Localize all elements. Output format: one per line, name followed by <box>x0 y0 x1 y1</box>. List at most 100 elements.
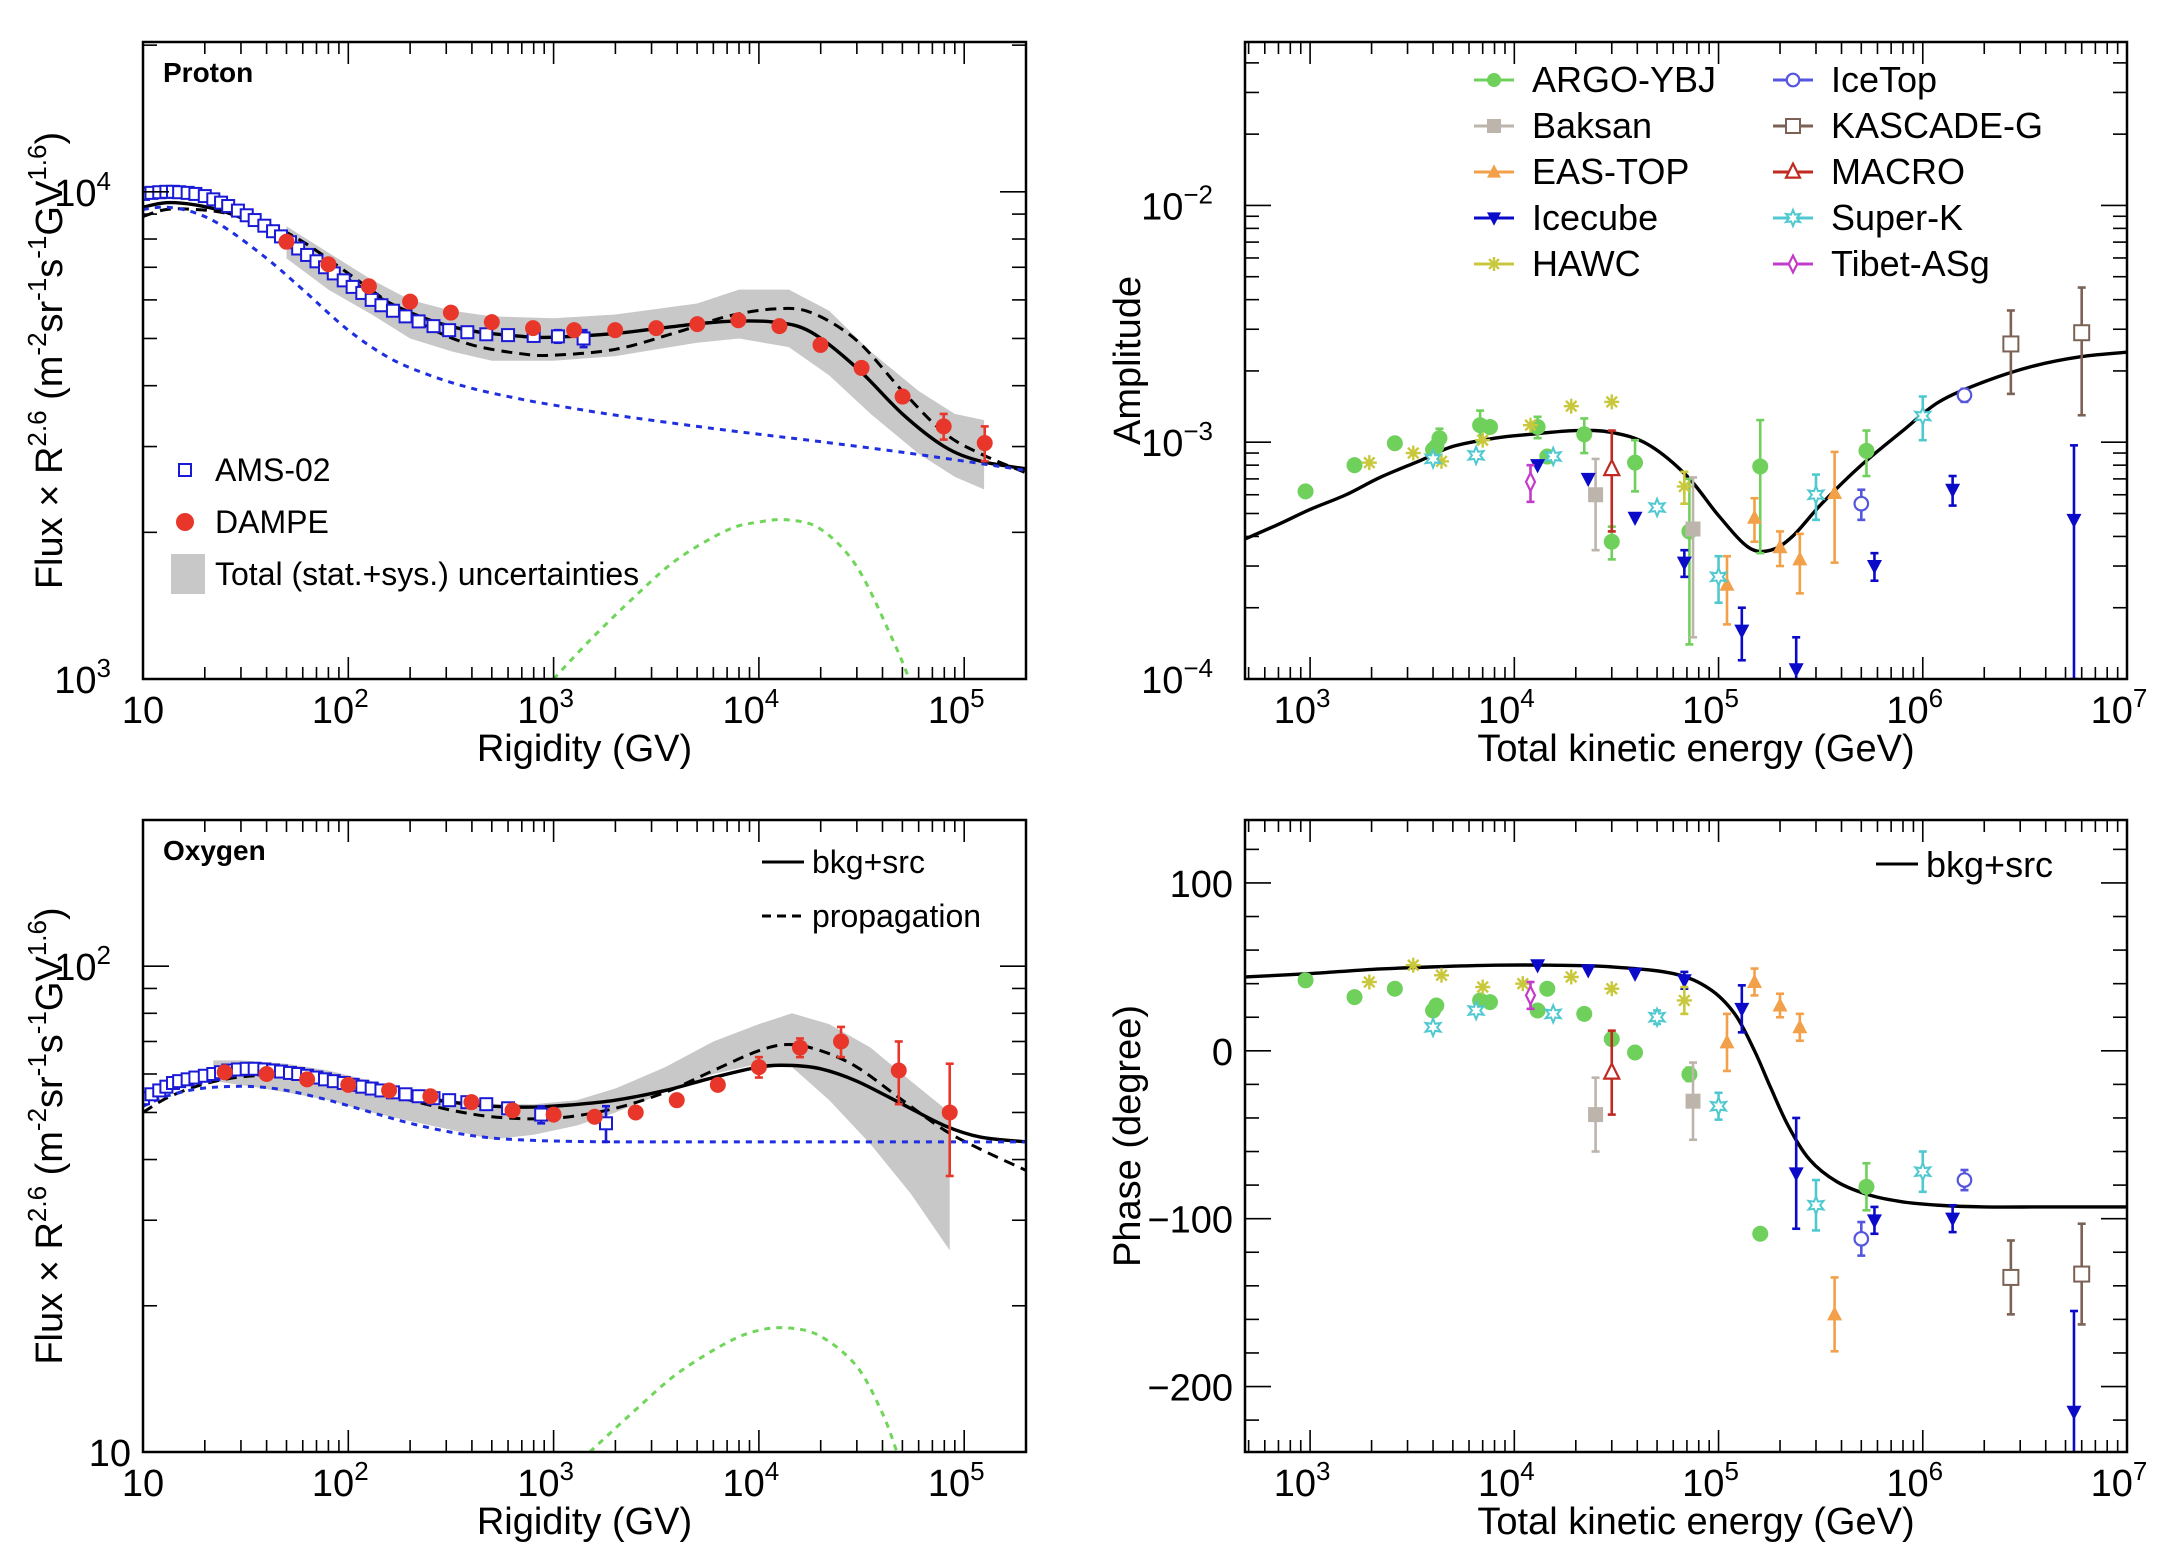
x-tick-label-exponent: 3 <box>560 1456 574 1486</box>
y-tick-label: 100 <box>1170 864 1233 906</box>
y-tick-label: −200 <box>1147 1368 1233 1410</box>
data-point <box>1405 445 1421 461</box>
legend-marker <box>1787 253 1799 275</box>
data-point <box>1405 957 1421 973</box>
data-point <box>442 323 457 338</box>
data-point <box>1524 470 1537 494</box>
x-tick-label-base: 10 <box>928 690 970 732</box>
data-point <box>525 320 542 337</box>
y-tick-label-exponent: −2 <box>1183 179 1213 209</box>
data-point <box>1956 1172 1973 1188</box>
y-axis-title-part: (m <box>29 1131 71 1186</box>
data-point <box>976 435 993 452</box>
y-axis-title-part: sr <box>29 300 71 332</box>
x-tick-label-base: 10 <box>1886 1463 1928 1505</box>
data-point <box>1792 551 1808 566</box>
y-tick-label-base: 10 <box>54 173 96 215</box>
x-tick-label: 104 <box>1478 1456 1535 1505</box>
y-axis-title: Flux × R2.6 (m-2sr-1s-1GV1.6) <box>22 132 71 589</box>
data-point <box>2002 1268 2020 1286</box>
data-point <box>1676 479 1692 495</box>
y-tick-label: 103 <box>54 653 111 702</box>
data-point <box>1752 458 1769 475</box>
data-point <box>1956 387 1973 404</box>
x-tick-label: 107 <box>2091 1456 2148 1505</box>
legend-label: IceTop <box>1831 59 1937 100</box>
series-super-k <box>1423 999 1933 1232</box>
data-point <box>1788 663 1804 678</box>
plot-frame <box>1243 40 2129 681</box>
data-point <box>1734 1002 1750 1018</box>
y-axis-title: Flux × R2.6 (m-2sr-1s-1GV1.6) <box>22 907 71 1364</box>
legend-marker <box>1487 73 1501 87</box>
legend-label: MACRO <box>1831 151 1965 192</box>
data-point <box>1788 1167 1804 1182</box>
data-point <box>1806 1193 1826 1217</box>
data-point <box>812 336 829 353</box>
x-tick-label-base: 10 <box>1886 690 1928 732</box>
data-point <box>1386 980 1403 997</box>
curve-source <box>588 1326 899 1452</box>
y-tick-label: −100 <box>1147 1200 1233 1242</box>
data-point <box>1858 442 1875 459</box>
data-point <box>504 1102 521 1119</box>
y-axis-title-part: (m <box>29 356 71 411</box>
y-axis-title-part: GV <box>29 955 71 1011</box>
x-tick-label-base: 10 <box>2091 1463 2133 1505</box>
x-tick-label-base: 10 <box>1682 1463 1724 1505</box>
data-point <box>381 1082 398 1099</box>
data-point <box>1543 445 1563 468</box>
x-tick-label-exponent: 6 <box>1929 1456 1943 1486</box>
data-point <box>689 316 706 333</box>
plot-frame <box>141 40 1028 681</box>
data-point <box>935 418 952 435</box>
data-point <box>1563 398 1579 414</box>
data-point <box>1346 989 1363 1006</box>
x-tick-label-exponent: 2 <box>354 683 368 713</box>
data-point <box>1647 496 1667 519</box>
y-tick-label-base: −200 <box>1147 1368 1233 1410</box>
legend-label: Super-K <box>1831 197 1963 238</box>
data-point <box>1434 967 1450 983</box>
y-tick-label-exponent: 2 <box>97 940 111 970</box>
legend-label: Tibet-ASg <box>1831 243 1990 284</box>
data-point <box>426 319 441 334</box>
curve-bkg-src <box>1245 350 2127 554</box>
data-point <box>1772 997 1788 1012</box>
data-point <box>599 1116 614 1131</box>
y-tick-label-base: 10 <box>1141 423 1183 465</box>
data-point <box>833 1033 850 1050</box>
x-tick-label: 102 <box>312 1456 369 1505</box>
data-point <box>1602 1061 1622 1080</box>
data-point <box>566 322 583 339</box>
data-point <box>299 1071 316 1088</box>
data-point <box>479 327 494 342</box>
data-point <box>1913 404 1933 428</box>
x-tick-label-exponent: 2 <box>354 1456 368 1486</box>
x-tick-label: 103 <box>517 683 574 732</box>
x-tick-label-base: 10 <box>1274 1463 1316 1505</box>
series-hawc <box>1361 957 1692 1016</box>
data-point <box>1524 983 1537 1007</box>
data-point <box>2002 335 2020 353</box>
y-tick-label: 102 <box>54 940 111 989</box>
x-tick-label-exponent: 4 <box>1520 683 1534 713</box>
legend-marker <box>1487 257 1501 271</box>
x-tick-label-exponent: 6 <box>1929 683 1943 713</box>
series-macro <box>1602 429 1622 533</box>
data-point <box>1431 430 1448 447</box>
data-point <box>1522 417 1538 433</box>
data-point <box>320 256 337 273</box>
x-tick-label: 10 <box>122 690 164 732</box>
legend: AMS-02 DAMPE Total (stat.+sys.) uncertaint… <box>171 452 639 594</box>
x-tick-label-exponent: 7 <box>2133 1456 2147 1486</box>
data-point <box>1806 483 1826 507</box>
series-tibet-asg <box>1524 980 1537 1011</box>
panel-title: Oxygen <box>163 835 266 866</box>
y-axis-title-part: s <box>29 1034 71 1053</box>
legend-label: KASCADE-G <box>1831 105 2043 146</box>
legend-label: EAS-TOP <box>1532 151 1689 192</box>
legend-label: ARGO-YBJ <box>1532 59 1716 100</box>
